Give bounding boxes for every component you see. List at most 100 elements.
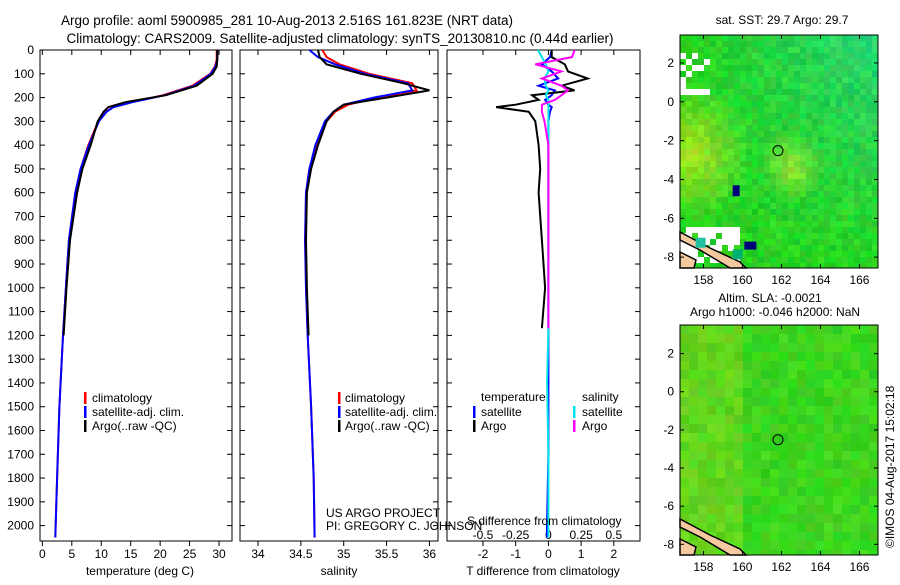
map-cell xyxy=(752,370,761,379)
map-cell xyxy=(692,149,698,155)
map-cell xyxy=(728,245,734,251)
map-cell xyxy=(806,352,815,361)
map-cell xyxy=(860,107,866,113)
map-cell xyxy=(830,215,836,221)
map-cell xyxy=(680,379,689,388)
map-cell xyxy=(833,523,842,532)
lat-tick-label: -8 xyxy=(663,250,674,264)
map-cell xyxy=(761,532,770,541)
map-cell xyxy=(746,263,752,268)
map-cell xyxy=(758,107,764,113)
map-cell xyxy=(746,53,752,59)
map-cell xyxy=(833,532,842,541)
map-cell xyxy=(842,523,851,532)
map-cell xyxy=(782,209,788,215)
x-tick-label: 34.5 xyxy=(289,547,313,561)
map-cell xyxy=(680,442,689,451)
map-cell xyxy=(725,415,734,424)
map-cell xyxy=(812,101,818,107)
map-cell xyxy=(716,53,722,59)
map-cell xyxy=(707,478,716,487)
map-cell xyxy=(848,239,854,245)
map-cell xyxy=(851,532,860,541)
map-cell xyxy=(752,397,761,406)
map-cell xyxy=(869,442,878,451)
map-cell xyxy=(806,71,812,77)
map-cell xyxy=(698,478,707,487)
map-cell xyxy=(752,83,758,89)
map-cell xyxy=(848,137,854,143)
map-cell xyxy=(800,113,806,119)
map-cell xyxy=(770,433,779,442)
map-cell xyxy=(851,379,860,388)
map-cell xyxy=(764,113,770,119)
map-cell xyxy=(836,95,842,101)
map-cell xyxy=(842,496,851,505)
x-tick-label: 20 xyxy=(153,547,167,561)
map-cell xyxy=(788,523,797,532)
map-cell xyxy=(806,406,815,415)
map-cell xyxy=(725,352,734,361)
map-cell xyxy=(728,101,734,107)
lat-tick-label: -4 xyxy=(663,172,674,186)
map-cell xyxy=(770,161,776,167)
map-cell xyxy=(800,149,806,155)
map-cell xyxy=(752,161,758,167)
map-cell xyxy=(782,113,788,119)
map-cell xyxy=(860,251,866,257)
argo-position-marker xyxy=(772,434,784,446)
map-cell xyxy=(782,59,788,65)
map-cell xyxy=(761,361,770,370)
map-cell xyxy=(734,221,740,227)
map-cell xyxy=(836,83,842,89)
map-cell xyxy=(851,541,860,550)
map-cell xyxy=(776,209,782,215)
map-cell xyxy=(806,41,812,47)
map-cell xyxy=(692,227,698,233)
map-cell xyxy=(770,71,776,77)
lat-tick-label: 0 xyxy=(667,95,674,109)
map-cell xyxy=(680,505,689,514)
map-cell xyxy=(806,191,812,197)
map-cell xyxy=(818,53,824,59)
map-cell xyxy=(758,137,764,143)
map-cell xyxy=(854,35,860,41)
map-cell xyxy=(824,478,833,487)
map-cell xyxy=(698,65,704,71)
map-cell xyxy=(860,523,869,532)
map-cell xyxy=(710,179,716,185)
map-cell xyxy=(812,251,818,257)
map-cell xyxy=(782,41,788,47)
map-cell xyxy=(818,41,824,47)
map-cell xyxy=(806,415,815,424)
map-cell xyxy=(836,221,842,227)
map-cell xyxy=(704,137,710,143)
map-cell xyxy=(716,125,722,131)
salinity-legend: climatology satellite-adj. clim. Argo(..… xyxy=(338,391,437,433)
map-cell xyxy=(716,131,722,137)
map-cell xyxy=(836,263,842,268)
map-cell xyxy=(824,125,830,131)
map-cell xyxy=(761,379,770,388)
map-cell xyxy=(779,460,788,469)
map-cell xyxy=(710,95,716,101)
map-cell xyxy=(680,125,686,131)
map-cell xyxy=(716,137,722,143)
legend-swatch-satellite xyxy=(84,406,87,418)
map-cell xyxy=(866,245,872,251)
map-cell xyxy=(770,143,776,149)
map-cell xyxy=(806,89,812,95)
map-cell xyxy=(776,47,782,53)
map-cell xyxy=(752,505,761,514)
map-cell xyxy=(794,227,800,233)
map-cell xyxy=(788,424,797,433)
map-cell xyxy=(746,83,752,89)
map-cell xyxy=(842,53,848,59)
map-cell xyxy=(761,496,770,505)
legend-swatch-t-argo xyxy=(473,420,476,432)
map-cell xyxy=(752,227,758,233)
map-cell xyxy=(824,137,830,143)
map-cell xyxy=(698,227,704,233)
map-cell xyxy=(842,59,848,65)
map-cell xyxy=(704,209,710,215)
